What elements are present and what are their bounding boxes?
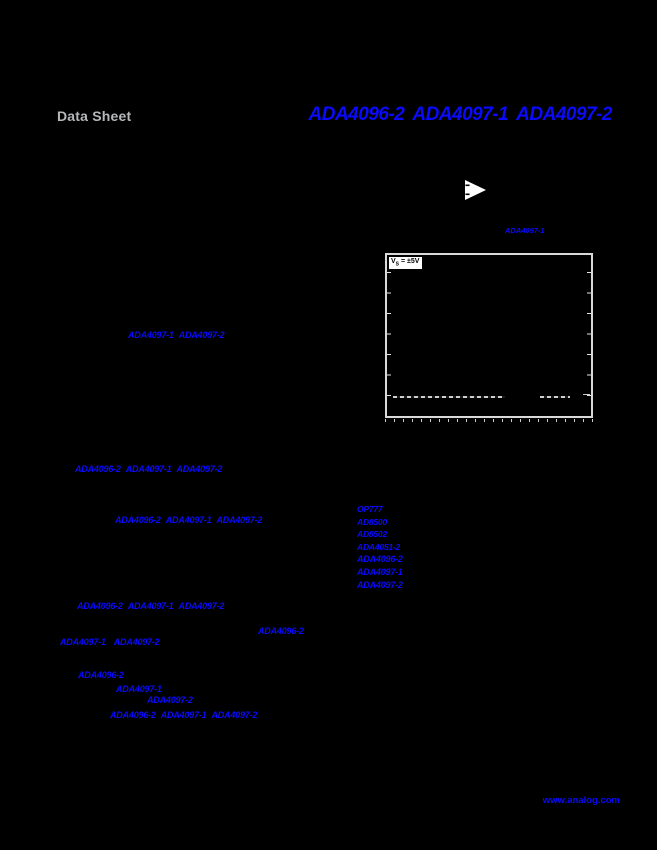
part-link[interactable]: ADA4097-1 (60, 637, 106, 647)
related-part-link[interactable]: ADA4097-1 (357, 566, 403, 577)
performance-graph: VS = ±5V (385, 253, 593, 418)
graph-trace (583, 394, 590, 395)
related-part-link[interactable]: AD8502 (357, 529, 387, 540)
part-number-title: ADA4096-2 ADA4097-1 ADA4097-2 (308, 104, 613, 126)
part-link[interactable]: ADA4097-1 (165, 515, 212, 525)
part-link[interactable]: ADA4096-2 (115, 515, 161, 525)
part-number-link[interactable]: ADA4097-2 (516, 104, 612, 125)
body-links-row: ADA4097-1 ADA4097-2 (60, 637, 160, 647)
part-link[interactable]: ADA4096-2 (110, 710, 156, 720)
body-links-row: ADA4096-2 (258, 626, 304, 636)
y-axis-ticks (587, 272, 591, 400)
analog-website-link[interactable]: www.analog.com (542, 795, 620, 806)
part-link[interactable]: ADA4096-2 (78, 670, 124, 680)
x-axis-ticks (385, 419, 593, 422)
body-links-row: ADA4096-2 ADA4097-1 ADA4097-2 (77, 601, 224, 611)
part-link[interactable]: ADA4096-2 (77, 601, 123, 611)
part-link[interactable]: ADA4097-2 (147, 695, 193, 705)
body-links-row: ADA4096-2 ADA4097-1 ADA4097-2 (110, 710, 257, 720)
supply-voltage-annotation: VS = ±5V (389, 257, 423, 270)
body-links-row: ADA4097-1 ADA4097-2 (128, 330, 225, 340)
doc-type-label: Data Sheet (57, 108, 132, 124)
graph-trace (393, 396, 505, 398)
related-parts-list: OP777 AD8500 AD8502 ADA4051-2 ADA4096-2 … (357, 503, 403, 591)
part-link[interactable]: ADA4097-1 (128, 330, 174, 340)
related-part-link[interactable]: ADA4097-2 (357, 579, 403, 590)
part-link[interactable]: ADA4097-2 (176, 464, 223, 474)
part-link[interactable]: ADA4097-1 (125, 464, 172, 474)
part-link[interactable]: ADA4097-2 (113, 637, 160, 647)
related-part-link[interactable]: ADA4096-2 (357, 554, 403, 565)
part-number-link[interactable]: ADA4096-2 (308, 104, 405, 125)
y-axis-ticks (387, 272, 391, 400)
body-links-row: ADA4097-1 (116, 684, 162, 694)
part-link[interactable]: ADA4096-2 (75, 464, 121, 474)
part-link[interactable]: ADA4096-2 (258, 626, 304, 636)
body-links-row: ADA4096-2 (78, 670, 124, 680)
part-link[interactable]: ADA4097-2 (216, 515, 263, 525)
opamp-triangle-icon (465, 180, 486, 200)
part-link[interactable]: ADA4097-2 (211, 710, 258, 720)
part-link[interactable]: ADA4097-2 (178, 601, 225, 611)
graph-trace (540, 396, 570, 398)
part-link[interactable]: ADA4097-1 (160, 710, 207, 720)
part-number-link[interactable]: ADA4097-1 (412, 104, 509, 125)
body-links-row: ADA4096-2 ADA4097-1 ADA4097-2 (115, 515, 262, 525)
related-part-link[interactable]: OP777 (357, 504, 383, 514)
part-link[interactable]: ADA4097-1 (127, 601, 174, 611)
figure-caption-part-link[interactable]: ADA4097-1 (505, 226, 545, 235)
part-link[interactable]: ADA4097-1 (116, 684, 162, 694)
part-link[interactable]: ADA4097-2 (178, 330, 225, 340)
related-part-link[interactable]: AD8500 (357, 516, 387, 527)
body-links-row: ADA4097-2 (147, 695, 193, 705)
body-links-row: ADA4096-2 ADA4097-1 ADA4097-2 (75, 464, 222, 474)
related-part-link[interactable]: ADA4051-2 (357, 541, 401, 552)
